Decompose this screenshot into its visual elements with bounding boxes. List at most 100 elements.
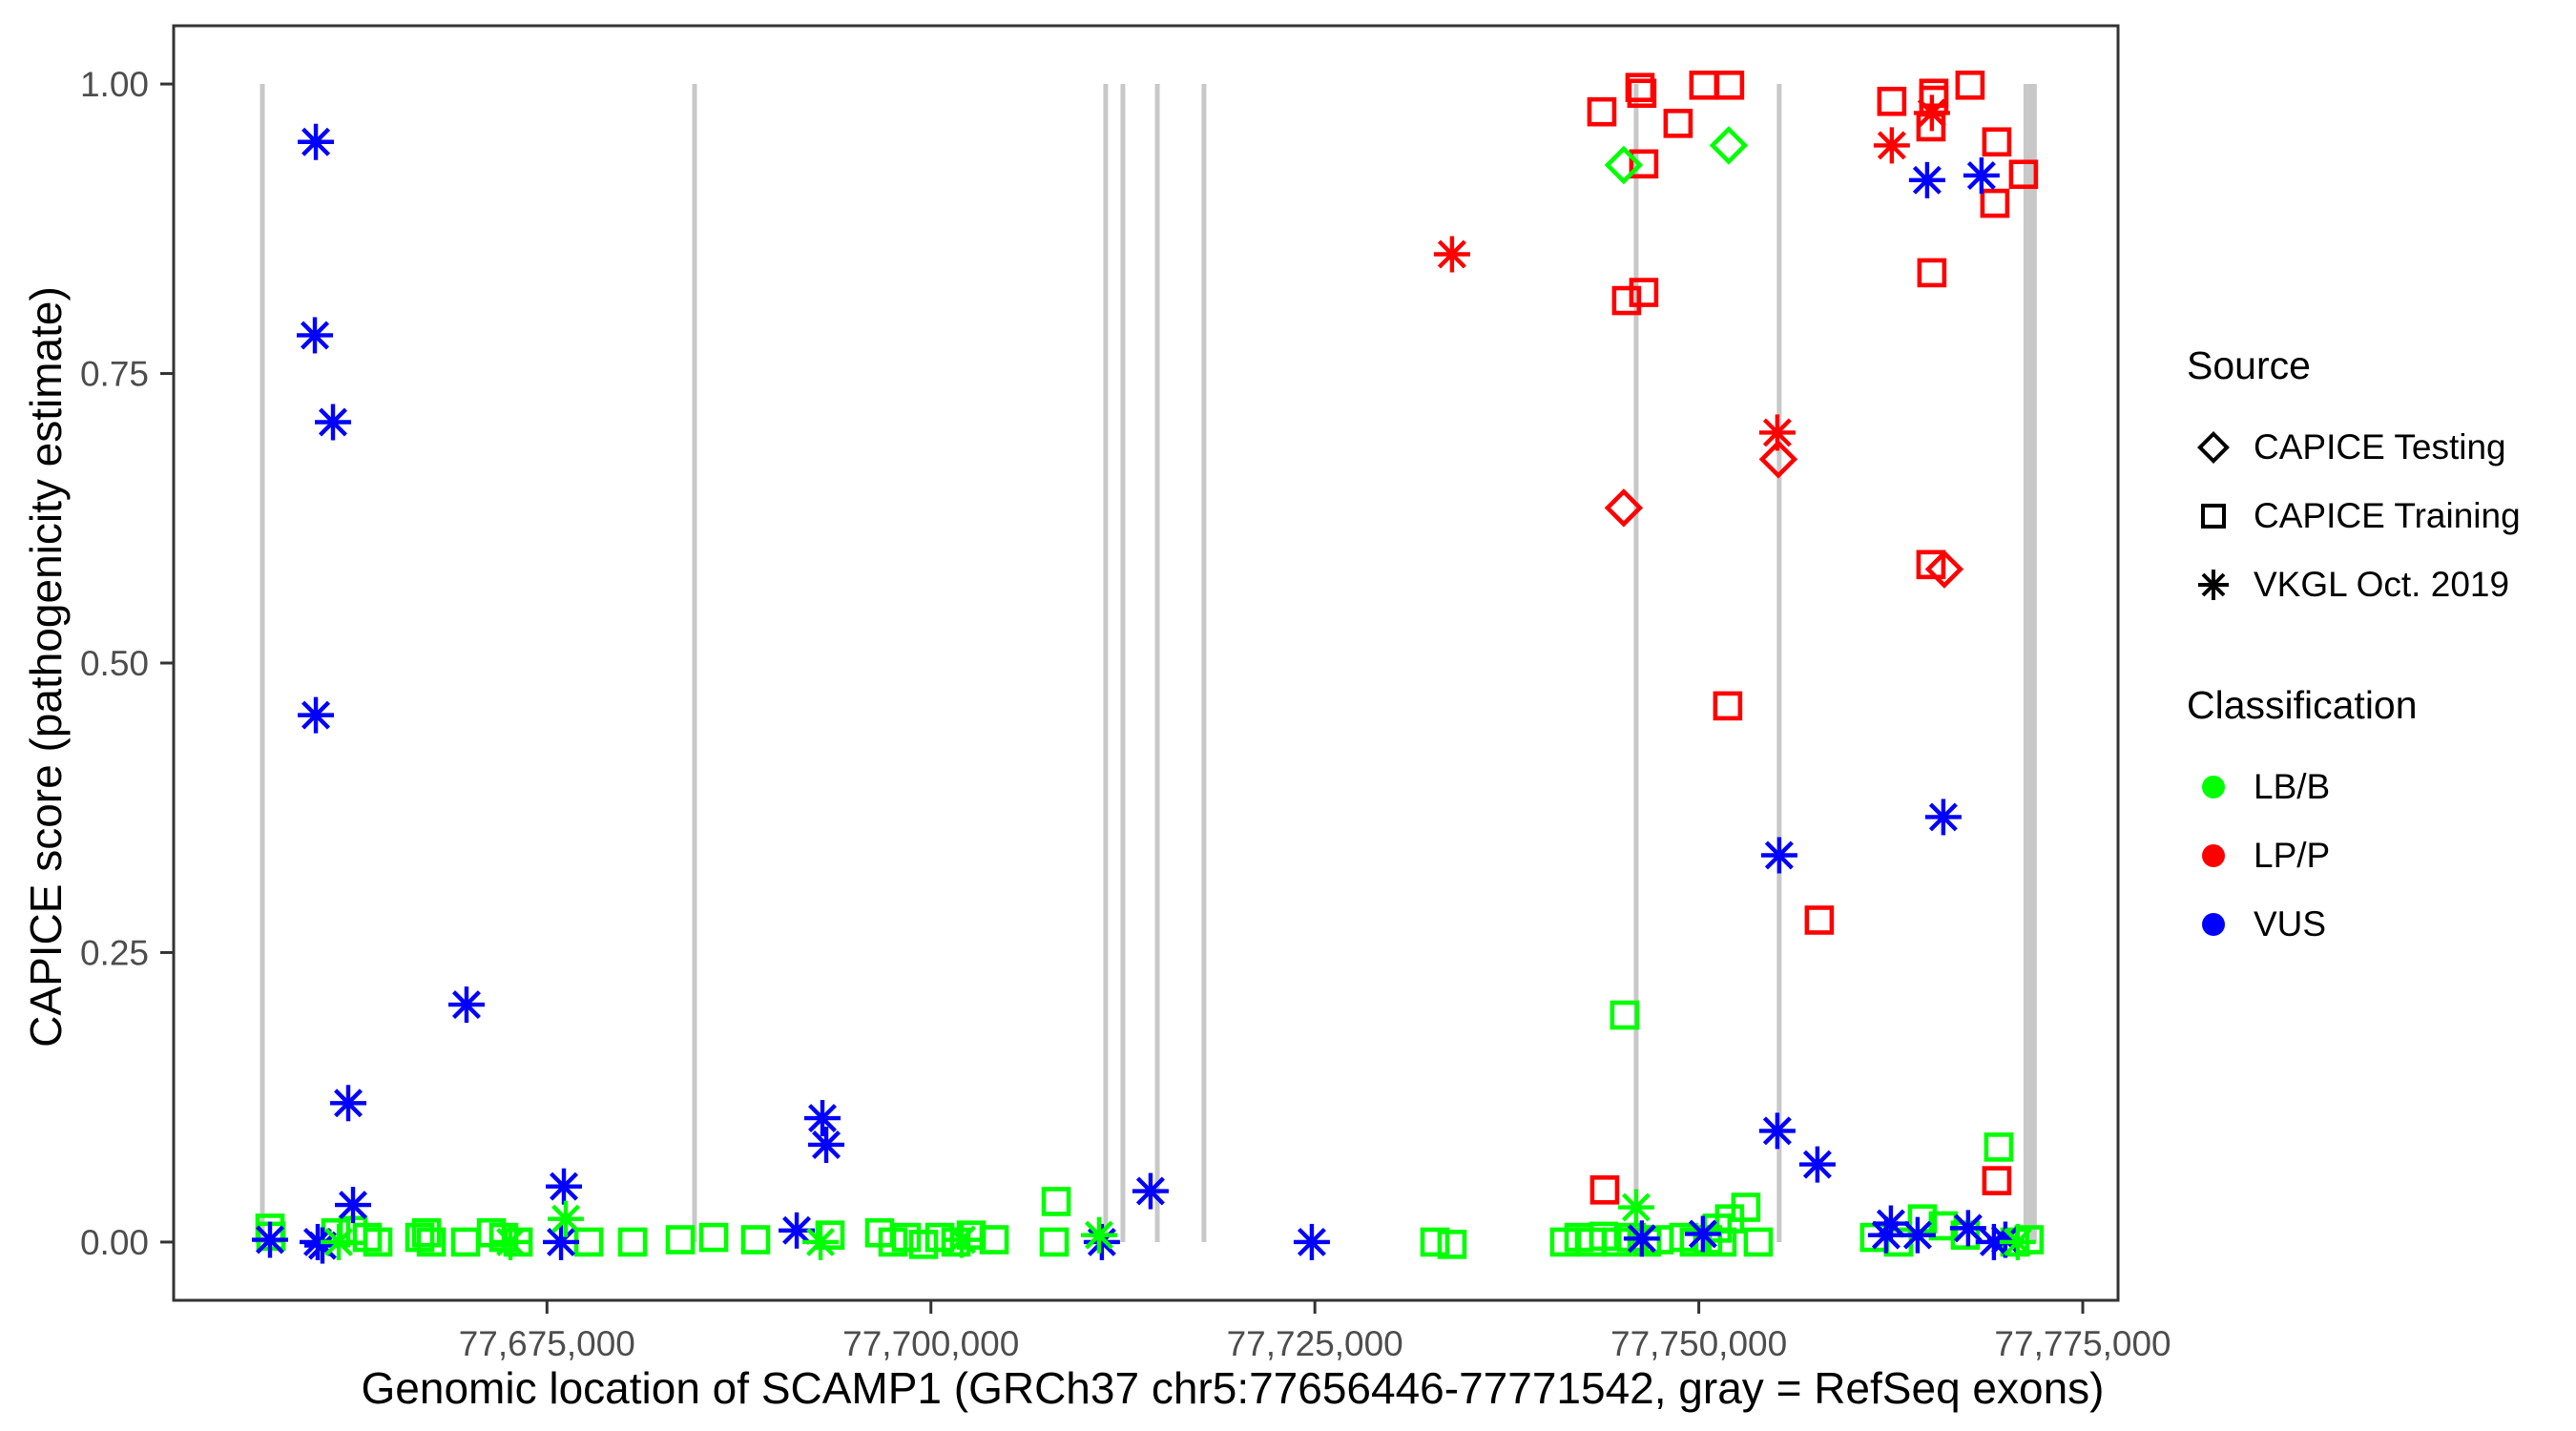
refseq-exon-lines — [260, 84, 2037, 1242]
data-point — [1899, 1216, 1936, 1254]
data-point — [546, 1168, 583, 1205]
asterisk-ray — [319, 407, 347, 437]
data-point — [1758, 414, 1796, 451]
data-point — [543, 1223, 580, 1260]
data-point — [1433, 236, 1470, 273]
data-point — [1924, 798, 1962, 836]
data-point — [363, 1227, 393, 1257]
asterisk-ray — [2003, 1227, 2032, 1256]
data-point — [1604, 488, 1644, 528]
asterisk-ray — [1912, 165, 1942, 195]
data-point — [1437, 1230, 1467, 1259]
data-point — [1611, 285, 1642, 316]
legend-classification-title: Classification — [2187, 683, 2418, 727]
axis-ticks: 77,675,000 77,700,000 77,725,000 77,750,000… — [80, 65, 2171, 1363]
series-square-lpp — [1587, 70, 2039, 1205]
data-point — [450, 1227, 481, 1257]
legend-item-lpp: LP/P — [2187, 821, 2418, 890]
data-point — [698, 1222, 729, 1253]
legend-label: CAPICE Testing — [2254, 427, 2506, 467]
legend-label: LP/P — [2254, 836, 2331, 875]
x-axis-title: Genomic location of SCAMP1 (GRCh37 chr5:… — [361, 1363, 2105, 1413]
data-point — [1980, 188, 2010, 218]
legend-label: VKGL Oct. 2019 — [2254, 565, 2510, 604]
asterisk-ray — [1802, 1150, 1832, 1179]
data-point — [1982, 127, 2012, 157]
legend-source: Source CAPICE Testing CAPICE Training — [2187, 343, 2521, 619]
data-point — [1041, 1187, 1071, 1216]
data-point — [740, 1225, 771, 1255]
data-point — [1760, 837, 1797, 874]
data-point — [1913, 94, 1950, 132]
legend-source-title: Source — [2187, 343, 2311, 387]
data-point — [1955, 70, 1985, 100]
x-tick-label: 77,700,000 — [842, 1324, 1019, 1363]
data-point — [1713, 691, 1743, 721]
x-tick-label: 77,725,000 — [1227, 1324, 1403, 1363]
data-point — [1587, 96, 1617, 127]
data-point — [1420, 1227, 1450, 1257]
asterisk-ray — [1688, 1219, 1717, 1249]
blue-dot-icon — [2187, 903, 2240, 945]
data-point — [1984, 1132, 2014, 1162]
data-point — [1928, 1211, 1959, 1241]
data-point — [1758, 440, 1798, 479]
data-point — [573, 1227, 604, 1257]
data-point — [1604, 145, 1644, 185]
data-point — [1798, 1146, 1836, 1183]
data-point — [1877, 86, 1907, 116]
data-point — [1982, 1166, 2012, 1195]
data-point — [1663, 109, 1693, 138]
asterisk-ray — [1762, 1116, 1792, 1146]
legend-item-vus: VUS — [2187, 890, 2418, 959]
data-point — [908, 1230, 939, 1259]
panel-border — [172, 24, 2120, 1302]
diamond-icon — [2187, 426, 2240, 468]
y-tick-label: 0.50 — [80, 644, 149, 683]
data-point — [251, 1221, 288, 1258]
x-tick-label: 77,750,000 — [1610, 1324, 1787, 1363]
data-point — [1610, 1000, 1640, 1030]
asterisk-ray — [1762, 418, 1792, 447]
asterisk-ray — [1928, 802, 1958, 832]
data-point — [941, 1227, 971, 1257]
asterisk-ray — [1297, 1227, 1326, 1256]
asterisk-ray — [1902, 1220, 1932, 1250]
data-point — [298, 696, 335, 734]
series-diamond-lpp — [1604, 440, 1964, 589]
asterisk-ray — [547, 1227, 576, 1256]
y-tick-label: 0.75 — [80, 355, 149, 394]
series-diamond-lbb — [1604, 126, 1749, 185]
data-point — [1627, 78, 1657, 109]
green-dot-icon — [2187, 766, 2240, 808]
data-point — [1689, 70, 1719, 100]
data-point — [1617, 1189, 1654, 1226]
data-point — [1916, 550, 1946, 580]
asterisk-ray — [1979, 1227, 2008, 1256]
asterisk-ray — [551, 1204, 581, 1234]
data-point — [617, 1227, 648, 1257]
asterisk-ray — [256, 1225, 284, 1255]
data-point — [411, 1217, 442, 1248]
y-tick-label: 0.00 — [80, 1223, 149, 1262]
legend-classification: Classification LB/B LP/P VUS — [2187, 683, 2418, 959]
data-point — [298, 123, 335, 160]
asterisk-ray — [550, 1172, 579, 1201]
data-point — [944, 1221, 981, 1258]
data-point — [1949, 1210, 1986, 1247]
data-point — [491, 1223, 529, 1260]
data-point — [1629, 278, 1659, 307]
asterisk-ray — [334, 1089, 363, 1118]
series-asterisk-lbb — [321, 1189, 2036, 1260]
data-point — [330, 1085, 367, 1122]
data-point — [1623, 1220, 1660, 1257]
asterisk-ray — [808, 1104, 837, 1133]
data-point — [1999, 1223, 2036, 1260]
legend-item-vkgl: VKGL Oct. 2019 — [2187, 550, 2521, 619]
asterisk-ray — [812, 1130, 841, 1159]
data-point — [1731, 1192, 1761, 1222]
y-tick-label: 0.25 — [80, 933, 149, 972]
data-point — [924, 1222, 955, 1253]
